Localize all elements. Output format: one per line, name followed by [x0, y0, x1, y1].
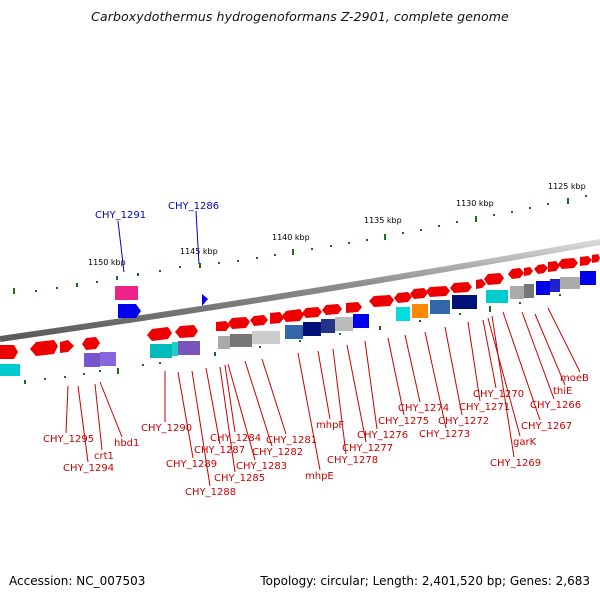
- gene-label-moeb: moeB: [560, 373, 589, 384]
- scale-labels: 1125 kbp 1130 kbp 1135 kbp 1140 kbp 1145 kbp…: [88, 182, 586, 267]
- gene-label-thie: thiE: [553, 386, 572, 397]
- leader-line: [317, 350, 331, 420]
- inner-ticks: [24, 294, 561, 384]
- leader-line: [219, 366, 236, 473]
- gene-label-chy-1271: CHY_1271: [459, 402, 510, 413]
- leader-line: [487, 317, 521, 437]
- genome-backbone: [0, 239, 600, 342]
- gene-label-crt1: crt1: [94, 451, 114, 462]
- gene-label-chy-1269: CHY_1269: [490, 458, 541, 469]
- gene-chy-1286-arrow: [202, 294, 208, 306]
- leader-line: [224, 364, 236, 433]
- gene-label-chy-1276: CHY_1276: [357, 430, 408, 441]
- forward-strand-genes: [0, 254, 600, 359]
- leader-line: [65, 385, 69, 434]
- leader-line: [547, 307, 581, 373]
- leader-line: [94, 383, 103, 451]
- gene-label-chy-1267: CHY_1267: [521, 421, 572, 432]
- leader-line: [534, 313, 566, 386]
- leader-line: [467, 321, 481, 402]
- leader-line: [491, 315, 515, 458]
- gene-label-chy-1272: CHY_1272: [438, 416, 489, 427]
- gene-label-chy-1274: CHY_1274: [398, 403, 449, 414]
- accession-text: Accession: NC_007503: [9, 574, 146, 588]
- leader-line: [502, 311, 541, 421]
- leader-line: [205, 367, 221, 445]
- leader-line: [364, 340, 378, 430]
- leader-line: [444, 326, 463, 416]
- leader-line: [346, 344, 367, 443]
- gene-chy-1291-block: [115, 286, 141, 318]
- leader-line: [297, 352, 321, 471]
- gene-label-chy-1285: CHY_1285: [214, 473, 265, 484]
- gene-label-chy-1284: CHY_1284: [210, 433, 261, 444]
- leader-line: [99, 381, 123, 438]
- gene-label-gark: garK: [513, 437, 537, 448]
- scale-ticks: [13, 195, 587, 294]
- gene-label-chy-1278: CHY_1278: [327, 455, 378, 466]
- gene-label-mhpf: mhpF: [316, 420, 344, 431]
- leader-line: [424, 331, 447, 429]
- gene-label-chy-1275: CHY_1275: [378, 416, 429, 427]
- gene-label-chy-1291: CHY_1291: [95, 210, 146, 221]
- gene-label-chy-1287: CHY_1287: [194, 445, 245, 456]
- scale-label-1135-kbp: 1135 kbp: [364, 216, 402, 225]
- gene-label-chy-1281: CHY_1281: [266, 435, 317, 446]
- gene-label-chy-1282: CHY_1282: [252, 447, 303, 458]
- leader-line: [521, 311, 555, 400]
- scale-label-1145-kbp: 1145 kbp: [180, 247, 218, 256]
- scale-label-1130-kbp: 1130 kbp: [456, 199, 494, 208]
- leader-line: [482, 319, 497, 389]
- gene-label-chy-1270: CHY_1270: [473, 389, 524, 400]
- gene-label-chy-1277: CHY_1277: [342, 443, 393, 454]
- gene-label-chy-1288: CHY_1288: [185, 487, 236, 498]
- leader-line: [244, 360, 273, 447]
- topology-summary-text: Topology: circular; Length: 2,401,520 bp…: [260, 574, 590, 588]
- gene-label-hbd1: hbd1: [114, 438, 139, 449]
- leader-line: [191, 370, 211, 487]
- leader-line: [261, 358, 287, 435]
- gene-label-chy-1266: CHY_1266: [530, 400, 581, 411]
- gene-label-chy-1273: CHY_1273: [419, 429, 470, 440]
- map-title: Carboxydothermus hydrogenoformans Z-2901…: [91, 9, 509, 24]
- leader-line: [77, 385, 89, 463]
- reverse-strand-genes: [0, 271, 596, 376]
- leader-line: [227, 363, 256, 461]
- gene-label-chy-1294: CHY_1294: [63, 463, 114, 474]
- leader-line: [387, 337, 405, 416]
- scale-label-1150-kbp: 1150 kbp: [88, 258, 126, 267]
- scale-label-1140-kbp: 1140 kbp: [272, 233, 310, 242]
- gene-label-chy-1289: CHY_1289: [166, 459, 217, 470]
- leader-line: [404, 334, 421, 403]
- leader-line: [177, 371, 194, 459]
- leader-line: [332, 348, 347, 455]
- gene-label-chy-1283: CHY_1283: [236, 461, 287, 472]
- top-labels: CHY_1291 CHY_1286: [95, 201, 219, 273]
- scale-label-1125-kbp: 1125 kbp: [548, 182, 586, 191]
- gene-label-mhpe: mhpE: [305, 471, 334, 482]
- gene-label-chy-1295: CHY_1295: [43, 434, 94, 445]
- gene-label-chy-1286: CHY_1286: [168, 201, 219, 212]
- gene-label-chy-1290: CHY_1290: [141, 423, 192, 434]
